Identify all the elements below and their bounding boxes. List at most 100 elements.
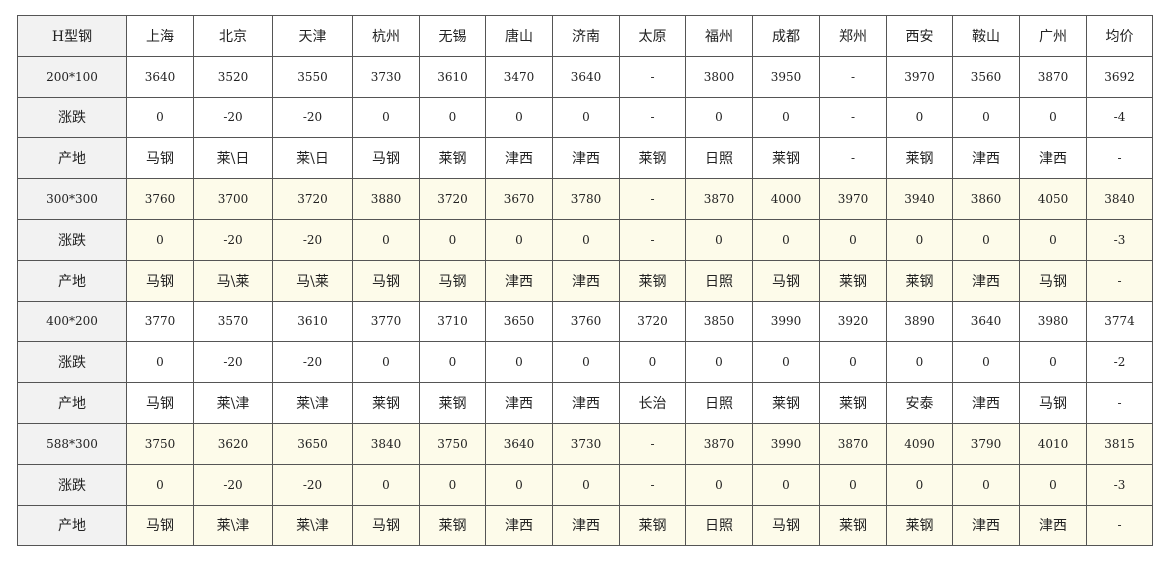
cell: 0 bbox=[685, 463, 753, 506]
cell: 0 bbox=[752, 463, 820, 506]
cell: 0 bbox=[419, 96, 486, 139]
cell: 津西 bbox=[552, 259, 620, 302]
cell: 日照 bbox=[685, 259, 753, 302]
cell: 0 bbox=[952, 463, 1020, 506]
cell: -20 bbox=[272, 341, 353, 384]
cell: -2 bbox=[1086, 341, 1153, 384]
cell: 津西 bbox=[552, 382, 620, 424]
cell: 4050 bbox=[1019, 178, 1087, 220]
cell: 0 bbox=[1019, 463, 1087, 506]
cell: 福州 bbox=[685, 15, 753, 57]
table-row: 产地 马钢 莱\日 莱\日 马钢 莱钢 津西 津西 莱钢 日照 莱钢 - 莱钢 津西 津西 - bbox=[17, 137, 1153, 180]
table-row: 产地 马钢 莱\津 莱\津 莱钢 莱钢 津西 津西 长治 日照 莱钢 莱钢 安泰 津西 马钢 - bbox=[17, 382, 1153, 424]
cell: 3760 bbox=[552, 300, 620, 343]
row-label: 产地 bbox=[17, 504, 127, 547]
cell: 0 bbox=[886, 218, 953, 261]
cell: 莱\津 bbox=[193, 504, 273, 547]
cell: 3870 bbox=[685, 422, 753, 465]
cell: -20 bbox=[193, 341, 273, 384]
cell: 0 bbox=[819, 463, 887, 506]
cell: 杭州 bbox=[352, 15, 420, 57]
cell: 3670 bbox=[485, 178, 553, 220]
cell: 0 bbox=[819, 218, 887, 261]
cell: 0 bbox=[552, 218, 620, 261]
cell: 日照 bbox=[685, 504, 753, 547]
cell: 莱钢 bbox=[819, 382, 887, 424]
cell: 0 bbox=[685, 341, 753, 384]
cell: 3870 bbox=[1019, 55, 1087, 98]
cell: 莱钢 bbox=[886, 137, 953, 180]
cell: 0 bbox=[552, 341, 620, 384]
cell: 0 bbox=[752, 218, 820, 261]
cell: 3610 bbox=[419, 55, 486, 98]
cell: 马\莱 bbox=[193, 259, 273, 302]
cell: 0 bbox=[819, 341, 887, 384]
cell: 西安 bbox=[886, 15, 953, 57]
cell: 0 bbox=[126, 341, 194, 384]
cell: 津西 bbox=[485, 259, 553, 302]
cell: 津西 bbox=[952, 259, 1020, 302]
cell: 成都 bbox=[752, 15, 820, 57]
cell: 3980 bbox=[1019, 300, 1087, 343]
cell: 4000 bbox=[752, 178, 820, 220]
cell: 莱钢 bbox=[419, 382, 486, 424]
cell: - bbox=[619, 463, 686, 506]
cell: 莱钢 bbox=[419, 137, 486, 180]
cell: 3710 bbox=[419, 300, 486, 343]
cell: -4 bbox=[1086, 96, 1153, 139]
cell: 马\莱 bbox=[272, 259, 353, 302]
cell: 津西 bbox=[1019, 137, 1087, 180]
row-label: H型钢 bbox=[17, 15, 127, 57]
cell: - bbox=[619, 96, 686, 139]
table-row: 产地 马钢 马\莱 马\莱 马钢 马钢 津西 津西 莱钢 日照 马钢 莱钢 莱钢 津西 马钢 - bbox=[17, 259, 1153, 302]
cell: - bbox=[1086, 137, 1153, 180]
cell: 莱钢 bbox=[752, 137, 820, 180]
cell: 莱钢 bbox=[419, 504, 486, 547]
cell: - bbox=[619, 55, 686, 98]
cell: 莱\津 bbox=[193, 382, 273, 424]
cell: - bbox=[819, 55, 887, 98]
cell: 0 bbox=[952, 218, 1020, 261]
cell: 马钢 bbox=[126, 382, 194, 424]
cell: 0 bbox=[1019, 218, 1087, 261]
cell: 莱钢 bbox=[619, 137, 686, 180]
cell: 0 bbox=[485, 218, 553, 261]
cell: 3720 bbox=[419, 178, 486, 220]
cell: 鞍山 bbox=[952, 15, 1020, 57]
cell: 3840 bbox=[352, 422, 420, 465]
cell: 津西 bbox=[952, 504, 1020, 547]
cell: 唐山 bbox=[485, 15, 553, 57]
table-row: 涨跌 0 -20 -20 0 0 0 0-0 0 0 0 0 0 -3 bbox=[17, 218, 1153, 261]
row-label: 涨跌 bbox=[17, 463, 127, 506]
cell: 莱钢 bbox=[752, 382, 820, 424]
cell: - bbox=[619, 422, 686, 465]
cell: 3815 bbox=[1086, 422, 1153, 465]
cell: 3730 bbox=[552, 422, 620, 465]
cell: 广州 bbox=[1019, 15, 1087, 57]
cell: 0 bbox=[752, 96, 820, 139]
cell: 津西 bbox=[1019, 504, 1087, 547]
cell: 0 bbox=[485, 463, 553, 506]
cell: 3880 bbox=[352, 178, 420, 220]
cell: 马钢 bbox=[1019, 259, 1087, 302]
cell: 0 bbox=[552, 463, 620, 506]
cell: 莱\津 bbox=[272, 504, 353, 547]
cell: 0 bbox=[126, 463, 194, 506]
cell: 0 bbox=[419, 341, 486, 384]
cell: - bbox=[619, 218, 686, 261]
cell: 3620 bbox=[193, 422, 273, 465]
cell: 马钢 bbox=[352, 504, 420, 547]
row-label: 产地 bbox=[17, 259, 127, 302]
cell: 马钢 bbox=[352, 259, 420, 302]
row-label: 涨跌 bbox=[17, 96, 127, 139]
cell: 安泰 bbox=[886, 382, 953, 424]
cell: 3550 bbox=[272, 55, 353, 98]
cell: 0 bbox=[126, 218, 194, 261]
row-label: 400*200 bbox=[17, 300, 127, 343]
cell: -20 bbox=[193, 96, 273, 139]
cell: 3970 bbox=[819, 178, 887, 220]
cell: 莱钢 bbox=[819, 259, 887, 302]
cell: 莱\津 bbox=[272, 382, 353, 424]
cell: 0 bbox=[886, 341, 953, 384]
